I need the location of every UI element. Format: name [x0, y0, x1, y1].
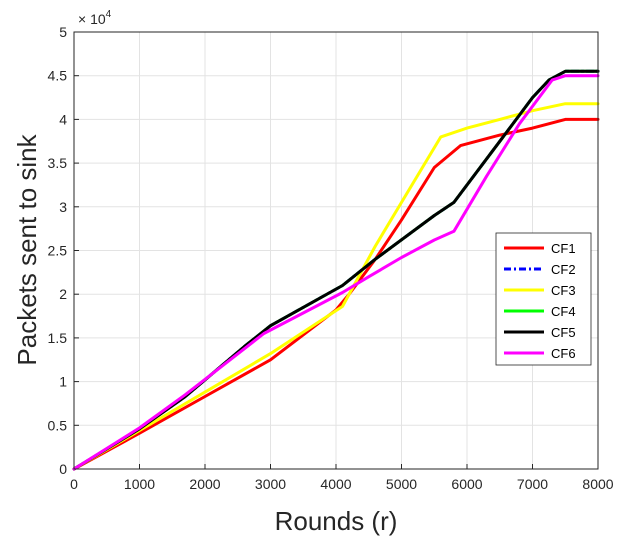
y-tick-label: 4: [59, 111, 67, 127]
legend: CF1 CF2 CF3 CF4 CF5 CF6: [495, 232, 592, 366]
y-tick-label: 3.5: [48, 155, 68, 171]
legend-label-cf4: CF4: [551, 304, 576, 319]
series-line-cf6: [72, 74, 600, 471]
x-tick-label: 5000: [386, 476, 417, 492]
y-tick-label: 2.5: [48, 243, 68, 259]
series-layer: [72, 69, 600, 471]
legend-box: [495, 232, 592, 366]
x-tick-label: 0: [70, 476, 78, 492]
y-tick-label: 4.5: [48, 68, 68, 84]
y-tick-label: 0.5: [48, 417, 68, 433]
y-tick-label: 3: [59, 199, 67, 215]
legend-label-cf2: CF2: [551, 262, 576, 277]
y-tick-label: 5: [59, 24, 67, 40]
x-tick-label: 3000: [255, 476, 286, 492]
x-tick-label: 4000: [320, 476, 351, 492]
y-axis-label: Packets sent to sink: [12, 133, 42, 365]
legend-label-cf5: CF5: [551, 325, 576, 340]
x-axis-label: Rounds (r): [275, 506, 398, 536]
x-tick-label: 1000: [124, 476, 155, 492]
x-tick-label: 6000: [451, 476, 482, 492]
y-tick-label: 0: [59, 461, 67, 477]
x-tick-label: 2000: [189, 476, 220, 492]
y-tick-label: 2: [59, 286, 67, 302]
x-axis-ticks: 0 1000 2000 3000 4000 5000 6000 7000 8000: [70, 464, 614, 492]
y-tick-label: 1.5: [48, 330, 68, 346]
series-line-cf1: [72, 117, 600, 471]
series-line-cf3: [72, 102, 600, 471]
x-tick-label: 8000: [582, 476, 613, 492]
legend-label-cf3: CF3: [551, 283, 576, 298]
legend-label-cf6: CF6: [551, 346, 576, 361]
y-axis-ticks: 0 0.5 1 1.5 2 2.5 3 3.5 4 4.5 5: [48, 24, 79, 477]
y-exponent-label: × 104: [78, 9, 112, 27]
y-tick-label: 1: [59, 374, 67, 390]
x-tick-label: 7000: [517, 476, 548, 492]
legend-label-cf1: CF1: [551, 241, 576, 256]
